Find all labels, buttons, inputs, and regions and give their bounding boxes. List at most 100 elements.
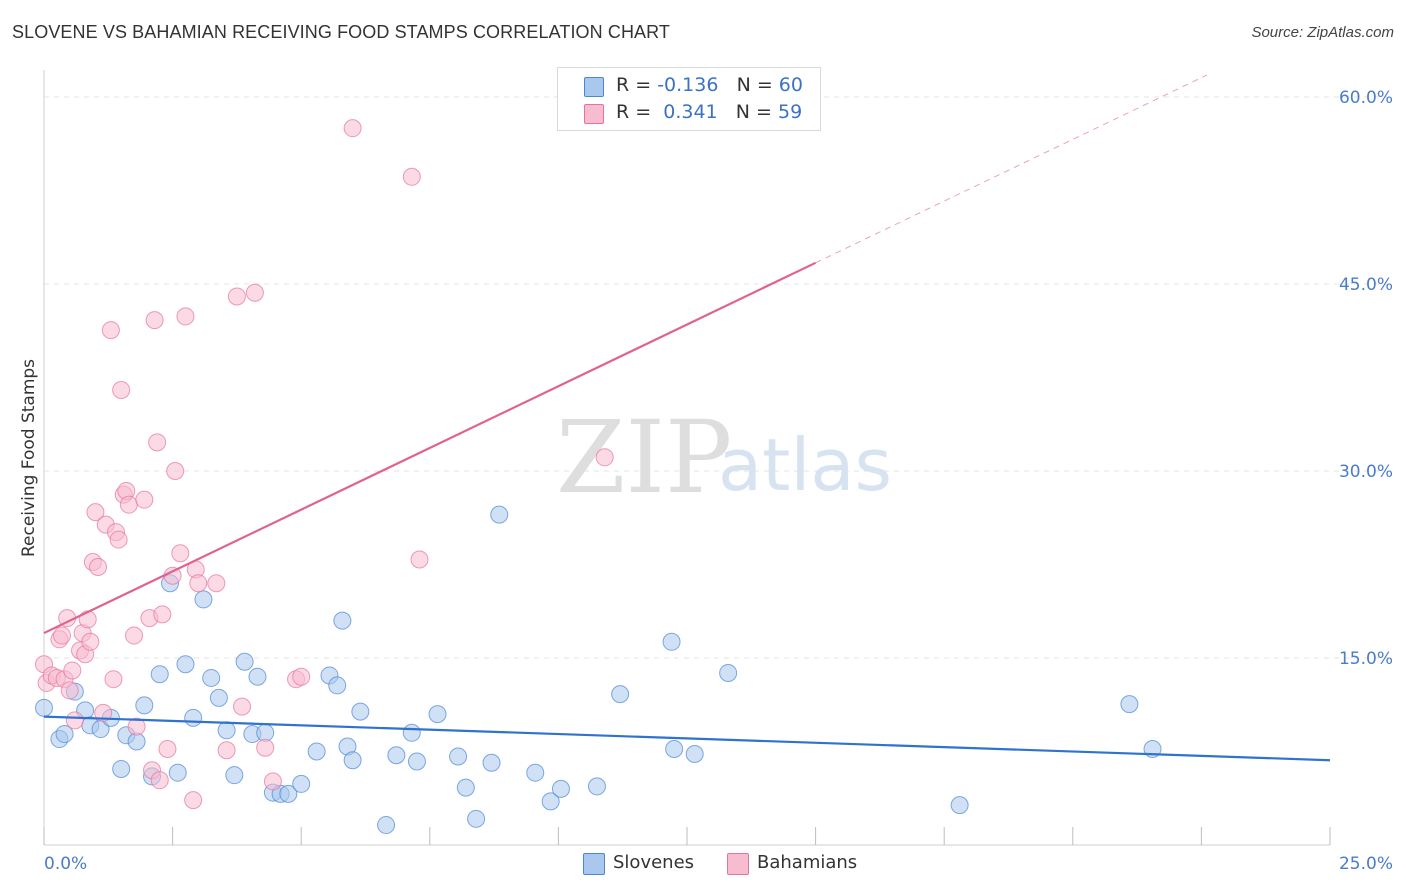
trendline-bahamians	[43, 261, 817, 635]
slovene-point[interactable]	[377, 816, 396, 835]
bahamian-point[interactable]	[119, 495, 138, 514]
watermark-atlas: atlas	[718, 423, 892, 507]
bahamian-point[interactable]	[148, 433, 167, 452]
slovene-point[interactable]	[662, 632, 681, 651]
bahamian-point[interactable]	[207, 574, 226, 593]
slovene-point[interactable]	[194, 590, 213, 609]
bahamian-point[interactable]	[145, 311, 164, 330]
y-tick-label: 30.0%	[1339, 462, 1393, 482]
bahamian-point[interactable]	[227, 287, 246, 306]
slovene-point[interactable]	[407, 752, 426, 771]
slovene-point[interactable]	[587, 777, 606, 796]
bahamian-point[interactable]	[184, 791, 203, 810]
bahamian-point[interactable]	[158, 740, 177, 759]
bahamian-point[interactable]	[245, 283, 264, 302]
slovene-point[interactable]	[482, 753, 501, 772]
chart-title: SLOVENE VS BAHAMIAN RECEIVING FOOD STAMP…	[12, 22, 671, 42]
slovene-point[interactable]	[1120, 695, 1139, 714]
slovene-point[interactable]	[685, 744, 704, 763]
bahamian-point[interactable]	[81, 632, 100, 651]
slovene-point[interactable]	[55, 725, 74, 744]
bahamian-point[interactable]	[153, 605, 172, 624]
bahamian-point[interactable]	[112, 380, 131, 399]
legend-r-value: 0.341	[657, 101, 718, 123]
x-tick-label: 25.0%	[1339, 854, 1393, 874]
slovene-point[interactable]	[541, 792, 560, 811]
slovene-point[interactable]	[127, 732, 146, 751]
bahamian-point[interactable]	[176, 307, 195, 326]
slovene-point[interactable]	[467, 809, 486, 828]
bahamians-swatch	[584, 104, 604, 124]
slovene-point[interactable]	[135, 696, 154, 715]
slovene-point[interactable]	[328, 676, 347, 695]
slovene-point[interactable]	[176, 655, 195, 674]
slovene-point[interactable]	[456, 778, 475, 797]
slovene-point[interactable]	[387, 746, 406, 765]
trendline-slovenes	[43, 715, 1331, 762]
bahamian-point[interactable]	[78, 610, 97, 629]
bahamian-point[interactable]	[127, 717, 146, 736]
slovene-point[interactable]	[112, 759, 131, 778]
bahamian-point[interactable]	[86, 503, 105, 522]
bahamian-point[interactable]	[233, 697, 252, 716]
slovene-point[interactable]	[551, 779, 570, 798]
slovene-point[interactable]	[526, 763, 545, 782]
slovene-point[interactable]	[719, 663, 738, 682]
bahamian-point[interactable]	[256, 738, 275, 757]
slovene-point[interactable]	[248, 667, 267, 686]
legend-n-value: 59	[777, 101, 803, 123]
bahamian-point[interactable]	[163, 566, 182, 585]
slovene-point[interactable]	[225, 766, 244, 785]
slovenes-legend-swatch	[583, 853, 605, 875]
bahamian-point[interactable]	[189, 574, 208, 593]
slovene-point[interactable]	[611, 685, 630, 704]
bahamian-point[interactable]	[101, 321, 120, 340]
bahamian-point[interactable]	[60, 681, 79, 700]
slovene-point[interactable]	[279, 784, 298, 803]
slovene-point[interactable]	[449, 747, 468, 766]
bahamian-point[interactable]	[343, 119, 362, 138]
bahamian-point[interactable]	[150, 771, 169, 790]
slovene-point[interactable]	[35, 698, 53, 717]
bahamian-point[interactable]	[410, 550, 429, 569]
bahamian-point[interactable]	[595, 448, 614, 467]
slovene-point[interactable]	[256, 723, 275, 742]
slovene-point[interactable]	[428, 705, 447, 724]
bahamian-point[interactable]	[135, 490, 154, 509]
slovene-point[interactable]	[150, 665, 169, 684]
slovene-point[interactable]	[333, 611, 352, 630]
slovene-point[interactable]	[217, 721, 236, 740]
slovene-point[interactable]	[168, 763, 187, 782]
slovene-point[interactable]	[490, 505, 509, 524]
tick-labels: 15.0% 30.0% 45.0% 60.0% 0.0% 25.0%	[44, 88, 1393, 874]
bahamian-point[interactable]	[104, 670, 123, 689]
bahamian-point[interactable]	[402, 167, 421, 186]
slovene-point[interactable]	[307, 742, 326, 761]
bahamian-point[interactable]	[53, 626, 72, 645]
bahamian-point[interactable]	[125, 626, 144, 645]
slovene-point[interactable]	[351, 702, 370, 721]
bahamian-point[interactable]	[292, 667, 311, 686]
slovene-point[interactable]	[235, 652, 254, 671]
bahamian-point[interactable]	[63, 661, 82, 680]
bahamian-point[interactable]	[109, 530, 128, 549]
bahamian-point[interactable]	[89, 557, 108, 576]
bahamian-point[interactable]	[263, 772, 282, 791]
bahamian-point[interactable]	[166, 462, 185, 480]
y-axis-title: Receiving Food Stamps	[19, 359, 39, 557]
slovene-point[interactable]	[202, 668, 221, 687]
slovene-point[interactable]	[950, 796, 969, 815]
bahamian-point[interactable]	[171, 544, 190, 563]
slovene-point[interactable]	[343, 751, 362, 770]
slovene-point[interactable]	[209, 688, 228, 707]
slovene-point[interactable]	[184, 708, 203, 727]
bahamian-point[interactable]	[65, 711, 84, 730]
trendline-extension-bahamians	[815, 74, 1208, 264]
slovene-point[interactable]	[292, 774, 311, 793]
y-tick-label: 60.0%	[1339, 88, 1393, 108]
bahamian-point[interactable]	[217, 741, 236, 760]
slovene-point[interactable]	[402, 723, 421, 742]
slovene-point[interactable]	[665, 740, 684, 759]
bahamian-point[interactable]	[94, 703, 113, 722]
